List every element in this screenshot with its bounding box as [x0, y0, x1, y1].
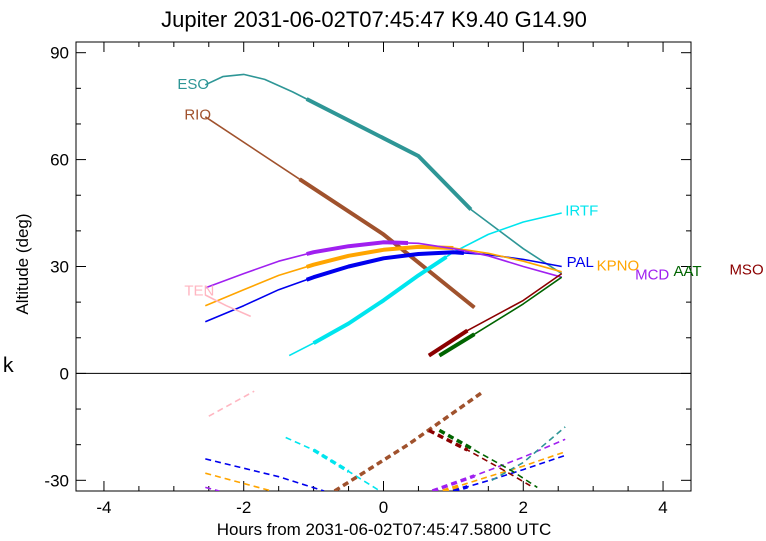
x-tick-label: 0: [379, 498, 388, 517]
y-axis-label: Altitude (deg): [13, 213, 32, 314]
series-label-pal: PAL: [567, 254, 594, 271]
below-horizon-thick: [442, 483, 461, 491]
below-horizon-thick: [438, 428, 476, 452]
below-horizon-line: [453, 454, 566, 491]
series-label-aat: AAT: [674, 263, 702, 280]
series-line-kpno: [204, 246, 562, 307]
below-horizon-line: [205, 458, 325, 491]
series-label-mcd: MCD: [635, 267, 669, 284]
below-horizon-line: [208, 390, 255, 417]
stray-label: k: [2, 353, 14, 377]
below-horizon-line: [205, 486, 220, 491]
below-horizon-thick: [312, 448, 350, 473]
y-tick-label: -30: [44, 471, 69, 490]
y-tick-label: 30: [50, 258, 69, 277]
series-line-rio: [204, 116, 475, 309]
x-tick-label: 4: [658, 498, 667, 517]
series-label-eso: ESO: [177, 76, 209, 93]
series-label-irtf: IRTF: [565, 202, 598, 219]
series-label-rio: RIO: [184, 106, 211, 123]
chart-title: Jupiter 2031-06-02T07:45:47 K9.40 G14.90: [161, 7, 587, 32]
below-horizon-line: [491, 426, 566, 481]
series-label-kpno: KPNO: [597, 258, 640, 275]
series-label-ten: TEN: [184, 283, 214, 300]
below-horizon-line: [285, 436, 381, 491]
series-label-mso: MSO: [729, 261, 763, 278]
below-horizon-thick: [431, 474, 476, 491]
series-line-ten: [204, 294, 252, 318]
series-thick-eso: [305, 97, 473, 211]
series-thick-irtf: [312, 255, 448, 345]
x-tick-label: -2: [236, 498, 251, 517]
below-horizon-thick: [452, 485, 468, 491]
series-thick-rio: [298, 177, 476, 310]
below-horizon-line: [205, 472, 272, 491]
below-horizon-line: [439, 429, 538, 489]
series-thick-mso: [427, 328, 469, 358]
series-thick-mcd: [306, 240, 409, 256]
below-horizon-line: [428, 429, 531, 487]
below-horizon-line: [442, 451, 566, 491]
x-tick-label: 2: [519, 498, 528, 517]
below-horizon-thick: [428, 428, 469, 452]
series-thick-aat: [438, 332, 476, 358]
series-thick-pal: [305, 250, 465, 282]
y-tick-label: 60: [50, 151, 69, 170]
x-axis-label: Hours from 2031-06-02T07:45:47.5800 UTC: [217, 520, 552, 539]
y-tick-label: 90: [50, 44, 69, 63]
series-thick-kpno: [306, 244, 454, 269]
x-tick-label: -4: [96, 498, 111, 517]
y-tick-label: 0: [60, 364, 69, 383]
